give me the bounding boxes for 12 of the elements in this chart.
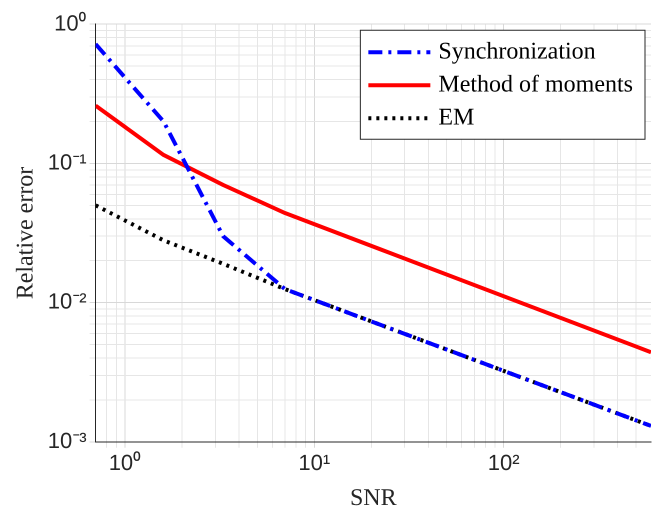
x-tick-label: 10⁰	[108, 450, 142, 476]
y-tick-label: 10⁻¹	[48, 149, 87, 174]
legend-label: Synchronization	[438, 38, 596, 64]
legend-label: Method of moments	[438, 71, 634, 98]
x-tick-label: 10²	[488, 450, 520, 476]
x-axis-title: SNR	[350, 484, 397, 511]
y-tick-label: 10⁻³	[48, 428, 87, 453]
legend-label: EM	[438, 104, 474, 130]
x-tick-label: 10¹	[298, 450, 330, 476]
y-tick-label: 10⁻²	[48, 288, 87, 314]
y-axis-title: Relative error	[12, 166, 39, 300]
y-tick-label: 10⁰	[54, 10, 87, 36]
